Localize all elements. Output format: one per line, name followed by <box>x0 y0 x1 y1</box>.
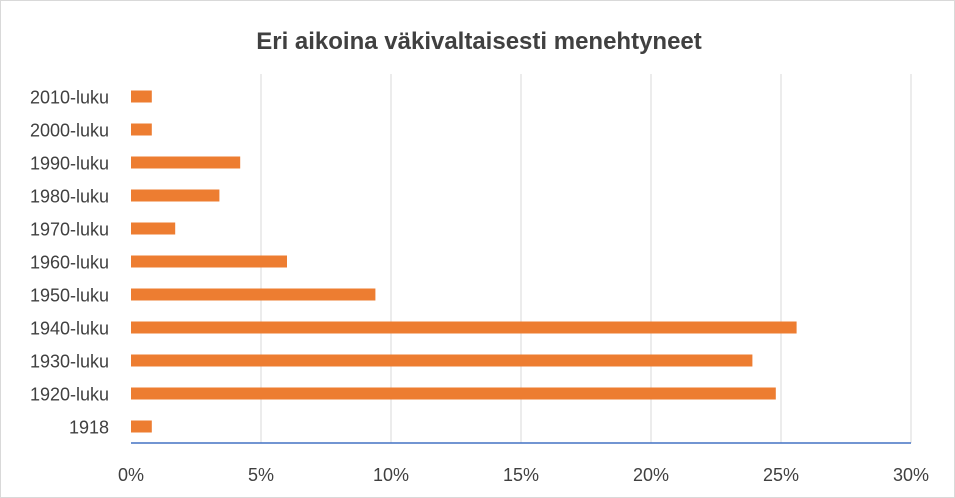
bar <box>131 420 152 433</box>
bar <box>131 321 797 334</box>
x-tick-label: 10% <box>373 465 409 485</box>
gridlines <box>131 74 912 444</box>
x-tick-label: 15% <box>503 465 539 485</box>
category-label: 2010-luku <box>30 88 109 108</box>
category-label: 1918 <box>69 418 109 438</box>
category-label: 1990-luku <box>30 154 109 174</box>
x-tick-label: 25% <box>763 465 799 485</box>
category-label: 1930-luku <box>30 352 109 372</box>
bar <box>131 123 152 136</box>
x-tick-label: 0% <box>118 465 144 485</box>
x-tick-label: 20% <box>633 465 669 485</box>
category-labels: 2010-luku 2000-luku 1990-luku 1980-luku 1970… <box>30 88 109 438</box>
bar <box>131 288 376 301</box>
category-label: 1970-luku <box>30 220 109 240</box>
category-label: 2000-luku <box>30 121 109 141</box>
bars <box>131 90 797 433</box>
category-label: 1940-luku <box>30 319 109 339</box>
x-tick-label: 5% <box>248 465 274 485</box>
chart-title: Eri aikoina väkivaltaisesti menehtyneet <box>256 28 702 55</box>
bar <box>131 255 287 268</box>
x-tick-labels: 0% 5% 10% 15% 20% 25% 30% <box>118 465 929 485</box>
bar <box>131 90 152 103</box>
bar <box>131 387 776 400</box>
category-label: 1920-luku <box>30 385 109 405</box>
bar <box>131 156 241 169</box>
category-label: 1960-luku <box>30 253 109 273</box>
category-label: 1980-luku <box>30 187 109 207</box>
bar <box>131 222 176 235</box>
bar <box>131 189 220 202</box>
category-label: 1950-luku <box>30 286 109 306</box>
bar <box>131 354 753 367</box>
x-tick-label: 30% <box>893 465 929 485</box>
